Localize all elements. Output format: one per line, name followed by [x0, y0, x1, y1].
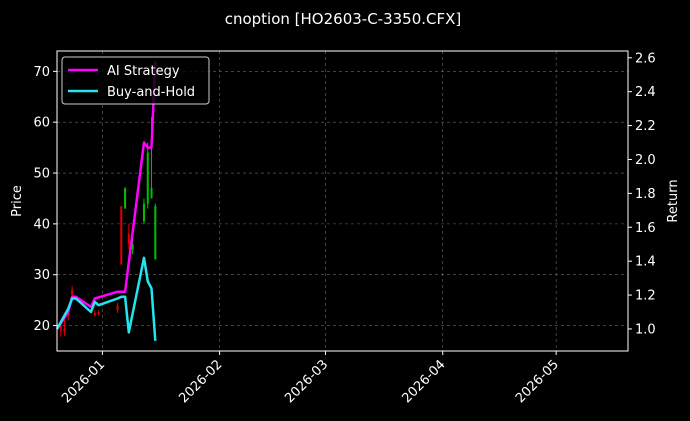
- y-tick-label: 70: [33, 65, 50, 80]
- series-lines: [55, 61, 157, 341]
- y2-tick-label: 2.6: [635, 51, 656, 66]
- y2-tick-label: 1.8: [635, 187, 656, 202]
- legend: AI Strategy Buy-and-Hold: [61, 56, 210, 105]
- candle-body: [127, 234, 130, 245]
- legend-label-ai-strategy: AI Strategy: [107, 64, 180, 79]
- candle-body: [116, 305, 119, 311]
- y2-axis-label: Return: [666, 179, 681, 222]
- y-tick-label: 30: [33, 268, 50, 283]
- candle-body: [93, 312, 96, 316]
- candle-body: [131, 244, 134, 250]
- y-tick-label: 20: [33, 319, 50, 334]
- y2-tick-label: 2.4: [635, 85, 656, 100]
- y2-tick-label: 1.4: [635, 255, 656, 270]
- y2-tick-label: 1.2: [635, 289, 656, 304]
- y2-tick-label: 1.0: [635, 322, 656, 337]
- candle-body: [124, 188, 127, 209]
- candle-body: [142, 203, 145, 222]
- candle-body: [150, 188, 153, 199]
- y2-tick-label: 1.6: [635, 221, 656, 236]
- y-tick-label: 40: [33, 217, 50, 232]
- candle-body: [59, 323, 62, 331]
- y-tick-label: 60: [33, 116, 50, 131]
- legend-label-buy-and-hold: Buy-and-Hold: [107, 85, 195, 100]
- candle-body: [63, 328, 66, 332]
- y-axis-label: Price: [10, 185, 25, 217]
- series-line-ai-strategy: [55, 61, 157, 330]
- legend-box: [61, 56, 210, 105]
- candle-body: [71, 289, 74, 296]
- plot-frame: [56, 50, 629, 352]
- candle-body: [120, 206, 123, 265]
- y2-tick-label: 2.2: [635, 119, 656, 134]
- y-tick-label: 50: [33, 167, 50, 182]
- candle-body: [154, 206, 157, 260]
- candle-body: [97, 312, 100, 314]
- chart-title: cnoption [HO2603-C-3350.CFX]: [225, 10, 462, 28]
- candle-body: [146, 152, 149, 204]
- series-line-buy-and-hold: [55, 256, 157, 341]
- y2-tick-label: 2.0: [635, 153, 656, 168]
